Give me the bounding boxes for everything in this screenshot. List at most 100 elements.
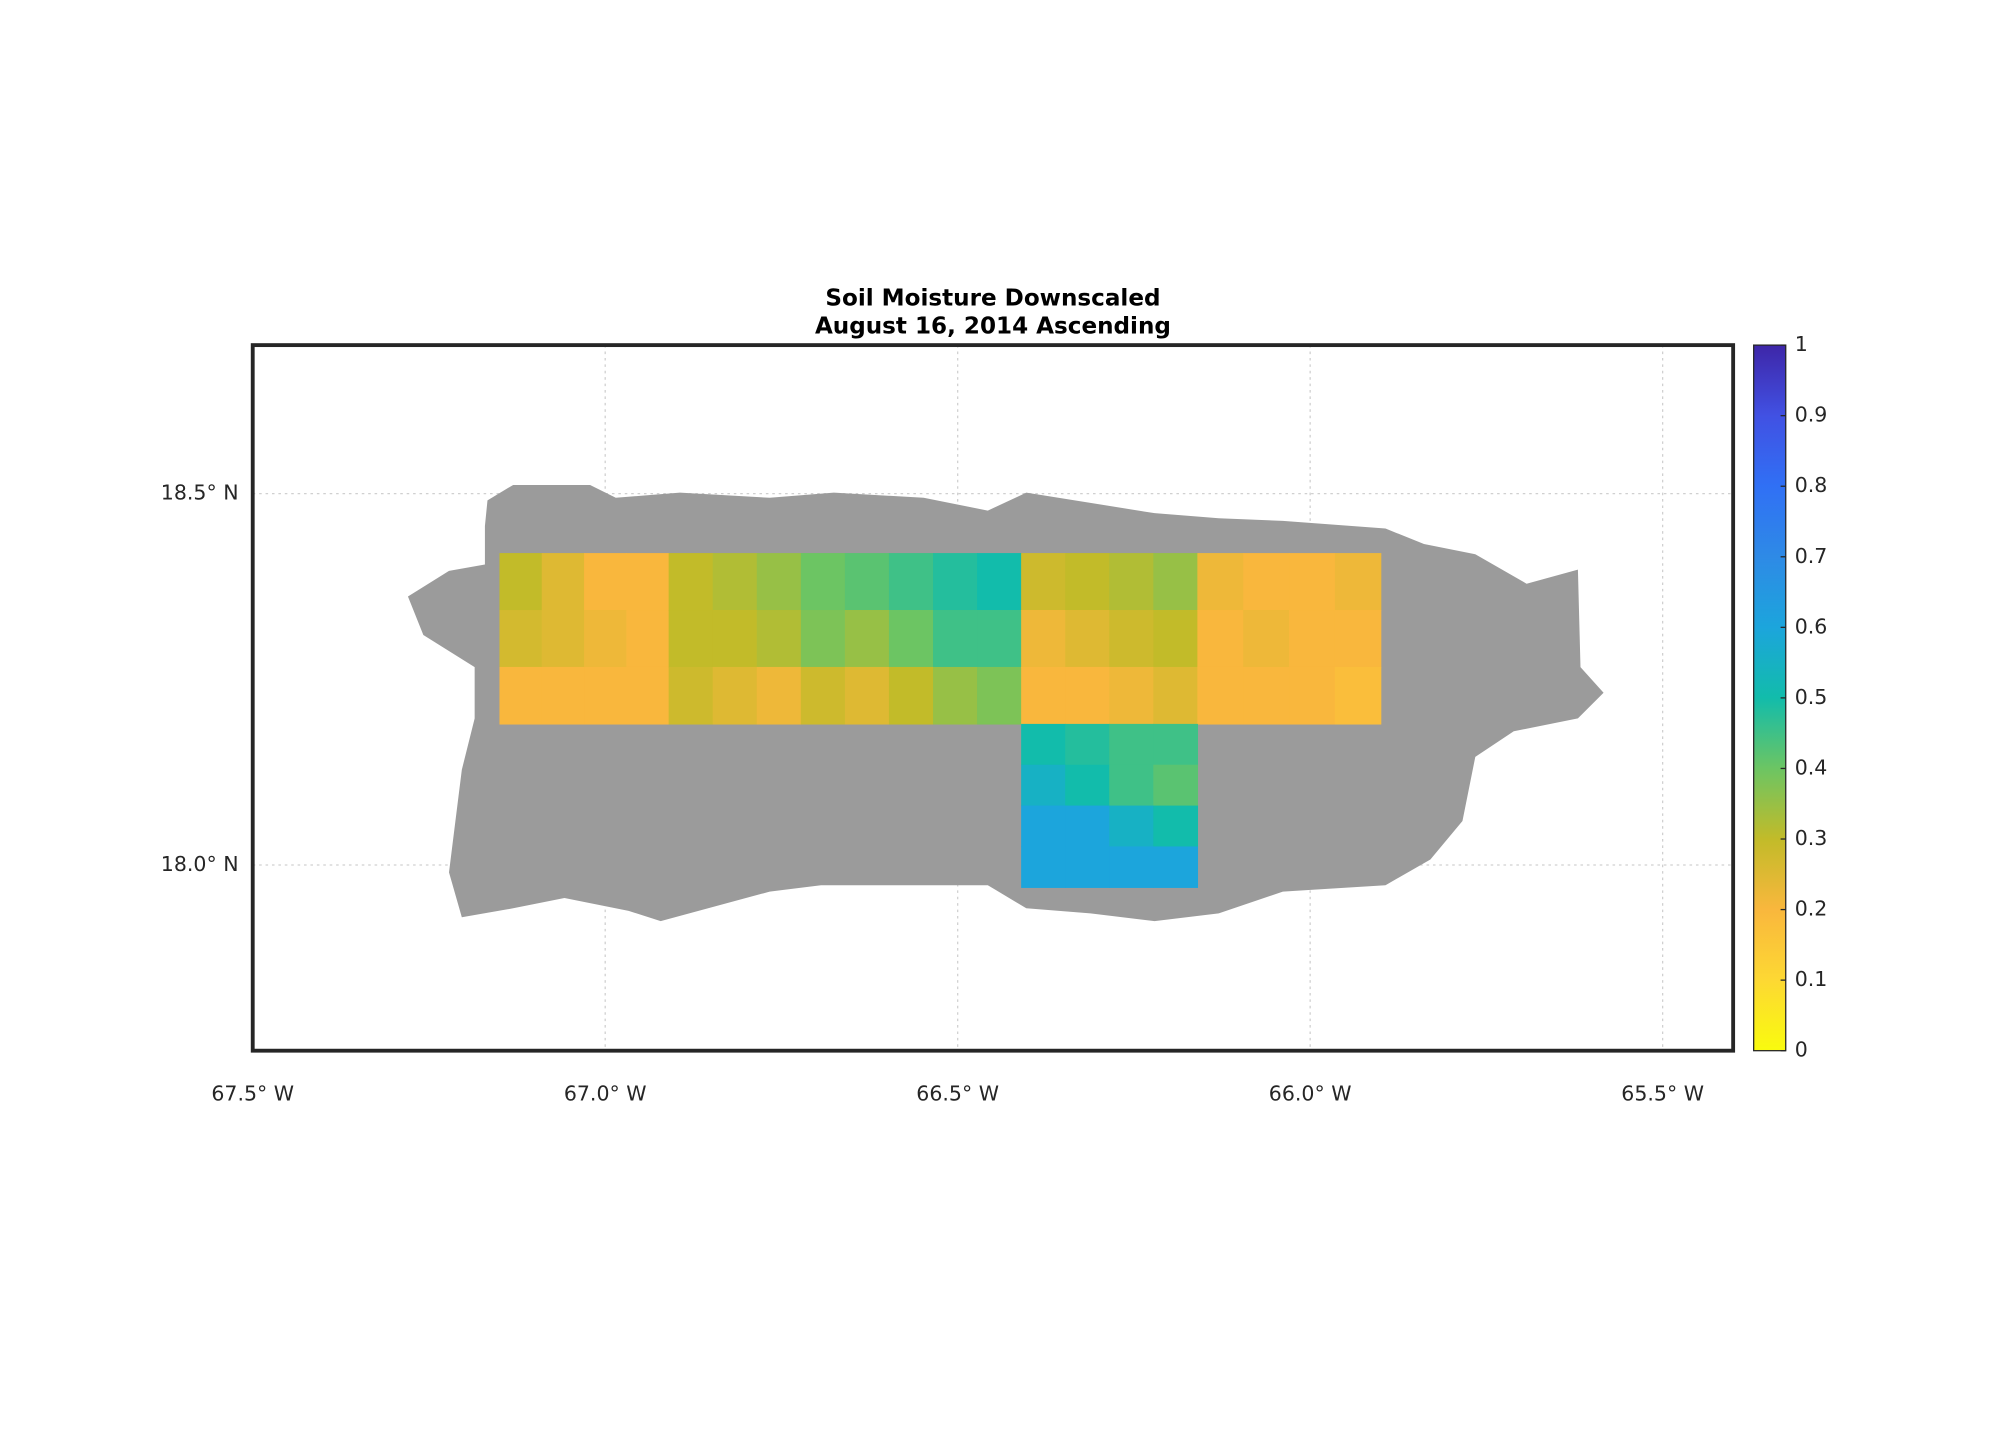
soil-moisture-cell	[1021, 846, 1066, 888]
soil-moisture-cell	[1109, 764, 1154, 807]
soil-moisture-cell	[712, 610, 758, 668]
soil-moisture-cell	[1153, 553, 1199, 611]
colorbar-tick-label: 0	[1795, 1038, 1808, 1062]
soil-moisture-cell	[800, 610, 846, 668]
soil-moisture-cell	[712, 666, 758, 725]
soil-moisture-cell	[668, 553, 714, 611]
soil-moisture-cell	[499, 610, 543, 668]
soil-moisture-cell	[1153, 610, 1199, 668]
soil-moisture-cell	[1197, 610, 1244, 668]
soil-moisture-cell	[499, 553, 543, 611]
soil-moisture-cell	[844, 553, 890, 611]
colorbar-tick-label: 0.2	[1795, 897, 1828, 921]
colorbar-tick-label: 0.5	[1795, 685, 1828, 709]
plot-frame	[250, 343, 1736, 1053]
soil-moisture-cell	[1021, 610, 1066, 668]
colorbar-tick-label: 0.1	[1795, 967, 1828, 991]
soil-moisture-cell	[626, 553, 670, 611]
x-tick-label: 65.5° W	[1621, 1081, 1704, 1105]
soil-moisture-cell	[1197, 553, 1244, 611]
soil-moisture-cell	[626, 666, 670, 725]
soil-moisture-cell	[1021, 666, 1066, 725]
soil-moisture-cell	[541, 666, 585, 725]
colorbar-tick-label: 0.9	[1795, 403, 1828, 427]
y-tick-label: 18.5° N	[161, 481, 239, 505]
soil-moisture-cell	[756, 610, 802, 668]
soil-moisture-cell	[1197, 666, 1244, 725]
soil-moisture-cell	[584, 666, 627, 725]
x-tick-label: 66.0° W	[1269, 1081, 1352, 1105]
colorbar-tick-label: 0.8	[1795, 473, 1828, 497]
soil-moisture-cell	[584, 610, 627, 668]
soil-moisture-cell	[888, 553, 934, 611]
colorbar-tick-label: 0.3	[1795, 826, 1828, 850]
soil-moisture-cell	[1243, 553, 1290, 611]
soil-moisture-cell	[800, 553, 846, 611]
soil-moisture-cell	[1021, 553, 1066, 611]
colorbar-tick-label: 0.4	[1795, 755, 1828, 779]
soil-moisture-cell	[1065, 723, 1110, 766]
soil-moisture-cell	[844, 666, 890, 725]
soil-moisture-cell	[1109, 805, 1154, 848]
soil-moisture-cell	[933, 610, 978, 668]
soil-moisture-cell	[933, 553, 978, 611]
soil-moisture-cell	[712, 553, 758, 611]
soil-moisture-cell	[977, 666, 1022, 725]
soil-moisture-cell	[1109, 846, 1154, 888]
colorbar-tick-label: 1	[1795, 332, 1808, 356]
soil-moisture-cell	[1109, 723, 1154, 766]
soil-moisture-cell	[1065, 666, 1110, 725]
soil-moisture-cell	[668, 610, 714, 668]
soil-moisture-cell	[888, 666, 934, 725]
soil-moisture-cell	[844, 610, 890, 668]
soil-moisture-cell	[756, 666, 802, 725]
soil-moisture-cell	[756, 553, 802, 611]
soil-moisture-cell	[1153, 666, 1199, 725]
soil-moisture-cell	[1243, 610, 1290, 668]
chart-subtitle: August 16, 2014 Ascending	[815, 314, 1171, 340]
soil-moisture-cell	[1021, 805, 1066, 848]
soil-moisture-cell	[668, 666, 714, 725]
soil-moisture-cell	[1334, 610, 1382, 668]
soil-moisture-grid	[499, 553, 1382, 888]
soil-moisture-cell	[1153, 846, 1199, 888]
soil-moisture-cell	[888, 610, 934, 668]
soil-moisture-cell	[1334, 553, 1382, 611]
y-tick-label: 18.0° N	[161, 852, 239, 876]
soil-moisture-cell	[1065, 764, 1110, 807]
soil-moisture-cell	[1065, 553, 1110, 611]
soil-moisture-cell	[584, 553, 627, 611]
x-tick-label: 67.0° W	[564, 1081, 647, 1105]
soil-moisture-cell	[1109, 553, 1154, 611]
soil-moisture-cell	[1065, 805, 1110, 848]
soil-moisture-cell	[1065, 610, 1110, 668]
soil-moisture-cell	[1021, 723, 1066, 766]
soil-moisture-cell	[800, 666, 846, 725]
soil-moisture-cell	[977, 610, 1022, 668]
colorbar-tick-label: 0.7	[1795, 544, 1828, 568]
soil-moisture-cell	[1153, 723, 1199, 766]
soil-moisture-cell	[541, 553, 585, 611]
soil-moisture-cell	[977, 553, 1022, 611]
soil-moisture-cell	[499, 666, 543, 725]
soil-moisture-cell	[1153, 805, 1199, 848]
chart-title: Soil Moisture Downscaled	[825, 285, 1160, 311]
soil-moisture-cell	[1289, 553, 1336, 611]
soil-moisture-cell	[933, 666, 978, 725]
soil-moisture-cell	[626, 610, 670, 668]
soil-moisture-cell	[541, 610, 585, 668]
soil-moisture-cell	[1065, 846, 1110, 888]
soil-moisture-cell	[1021, 764, 1066, 807]
x-tick-label: 66.5° W	[916, 1081, 999, 1105]
soil-moisture-cell	[1334, 666, 1382, 725]
soil-moisture-cell	[1153, 764, 1199, 807]
colorbar-tick-label: 0.6	[1795, 614, 1828, 638]
soil-moisture-cell	[1289, 666, 1336, 725]
soil-moisture-cell	[1109, 666, 1154, 725]
soil-moisture-cell	[1109, 610, 1154, 668]
soil-moisture-cell	[1289, 610, 1336, 668]
soil-moisture-cell	[1243, 666, 1290, 725]
x-tick-label: 67.5° W	[211, 1081, 294, 1105]
